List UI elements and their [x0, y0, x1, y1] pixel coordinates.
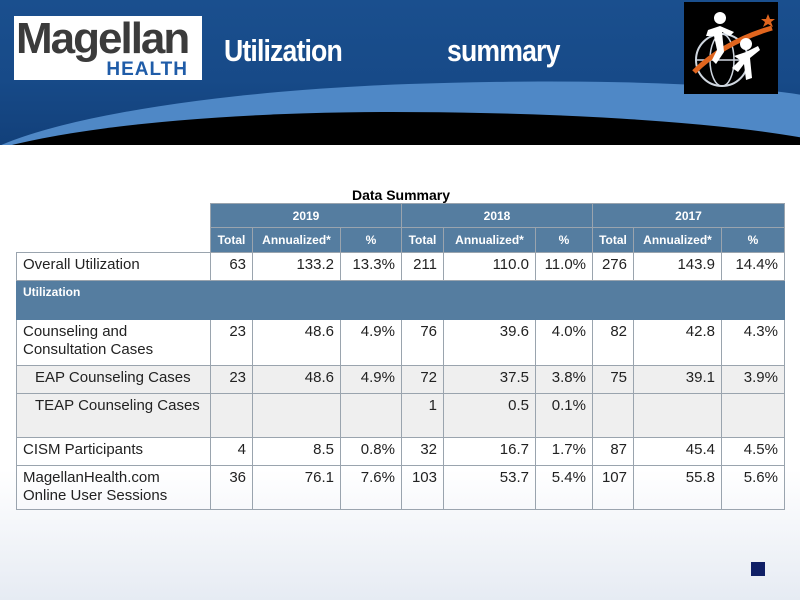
header-banner: Magellan HEALTH Utilization summary	[0, 0, 800, 145]
cell: 211	[401, 252, 444, 281]
cell: 13.3%	[340, 252, 402, 281]
col-annualized-2017: Annualized*	[633, 227, 722, 253]
table-row: MagellanHealth.com Online User Sessions …	[16, 465, 785, 510]
cell: 4	[210, 437, 253, 466]
cell: 45.4	[633, 437, 722, 466]
year-header-2018: 2018	[401, 203, 593, 228]
cell: 5.6%	[721, 465, 785, 510]
cell: 4.9%	[340, 365, 402, 394]
cell: 76.1	[252, 465, 341, 510]
cell: 4.3%	[721, 319, 785, 366]
year-header-2019: 2019	[210, 203, 402, 228]
cell: 82	[592, 319, 634, 366]
row-label-overall: Overall Utilization	[16, 252, 211, 281]
cell: 75	[592, 365, 634, 394]
row-label-online: MagellanHealth.com Online User Sessions	[16, 465, 211, 510]
year-header-2017: 2017	[592, 203, 785, 228]
cell: 276	[592, 252, 634, 281]
section-label-utilization: Utilization	[16, 280, 785, 320]
table-row: CISM Participants 4 8.5 0.8% 32 16.7 1.7…	[16, 437, 785, 466]
cell: 14.4%	[721, 252, 785, 281]
cell	[210, 393, 253, 438]
cell: 16.7	[443, 437, 536, 466]
row-label-counseling: Counseling and Consultation Cases	[16, 319, 211, 366]
data-summary-table: 2019 2018 2017 Total Annualized* % Total…	[16, 203, 785, 510]
cell: 0.1%	[535, 393, 593, 438]
table-row: TEAP Counseling Cases 1 0.5 0.1%	[16, 393, 785, 438]
cell: 72	[401, 365, 444, 394]
slide-title-left: Utilization	[224, 33, 343, 68]
cell: 37.5	[443, 365, 536, 394]
cell: 4.9%	[340, 319, 402, 366]
table-row: Overall Utilization 63 133.2 13.3% 211 1…	[16, 252, 785, 281]
cell: 55.8	[633, 465, 722, 510]
cell: 0.5	[443, 393, 536, 438]
cell: 143.9	[633, 252, 722, 281]
cell: 107	[592, 465, 634, 510]
cell: 3.9%	[721, 365, 785, 394]
col-percent-2019: %	[340, 227, 402, 253]
cell: 103	[401, 465, 444, 510]
cell: 5.4%	[535, 465, 593, 510]
people-globe-emblem-icon	[684, 2, 778, 94]
logo-sub: HEALTH	[106, 59, 188, 80]
cell: 76	[401, 319, 444, 366]
cell: 36	[210, 465, 253, 510]
cell: 48.6	[252, 365, 341, 394]
cell: 110.0	[443, 252, 536, 281]
cell	[721, 393, 785, 438]
cell: 1.7%	[535, 437, 593, 466]
table-caption: Data Summary	[351, 187, 451, 203]
slide-title-right: summary	[447, 33, 560, 68]
col-annualized-2018: Annualized*	[443, 227, 536, 253]
cell: 8.5	[252, 437, 341, 466]
cell: 53.7	[443, 465, 536, 510]
col-total-2019: Total	[210, 227, 253, 253]
row-label-teap: TEAP Counseling Cases	[16, 393, 211, 438]
cell: 87	[592, 437, 634, 466]
logo-word: Magellan	[16, 14, 190, 63]
cell: 3.8%	[535, 365, 593, 394]
cell: 0.8%	[340, 437, 402, 466]
col-annualized-2019: Annualized*	[252, 227, 341, 253]
cell: 4.5%	[721, 437, 785, 466]
square-icon	[751, 562, 765, 576]
section-row-utilization: Utilization	[16, 280, 785, 320]
table-row: Counseling and Consultation Cases 23 48.…	[16, 319, 785, 366]
cell: 48.6	[252, 319, 341, 366]
cell: 1	[401, 393, 444, 438]
cell	[252, 393, 341, 438]
cell: 4.0%	[535, 319, 593, 366]
col-total-2017: Total	[592, 227, 634, 253]
table-row: EAP Counseling Cases 23 48.6 4.9% 72 37.…	[16, 365, 785, 394]
col-percent-2018: %	[535, 227, 593, 253]
col-total-2018: Total	[401, 227, 444, 253]
cell: 23	[210, 365, 253, 394]
subheader-blank-cell	[16, 227, 211, 253]
cell: 133.2	[252, 252, 341, 281]
magellan-logo: Magellan HEALTH	[14, 16, 202, 80]
cell: 39.1	[633, 365, 722, 394]
cell: 39.6	[443, 319, 536, 366]
emblem-graphic	[692, 12, 775, 87]
cell: 11.0%	[535, 252, 593, 281]
cell	[633, 393, 722, 438]
cell: 42.8	[633, 319, 722, 366]
cell: 23	[210, 319, 253, 366]
header-blank-cell	[16, 203, 211, 228]
cell: 32	[401, 437, 444, 466]
subheader-row: Total Annualized* % Total Annualized* % …	[16, 227, 785, 253]
cell: 63	[210, 252, 253, 281]
year-header-row: 2019 2018 2017	[16, 203, 785, 228]
cell	[592, 393, 634, 438]
cell	[340, 393, 402, 438]
row-label-cism: CISM Participants	[16, 437, 211, 466]
row-label-eap: EAP Counseling Cases	[16, 365, 211, 394]
col-percent-2017: %	[721, 227, 785, 253]
cell: 7.6%	[340, 465, 402, 510]
